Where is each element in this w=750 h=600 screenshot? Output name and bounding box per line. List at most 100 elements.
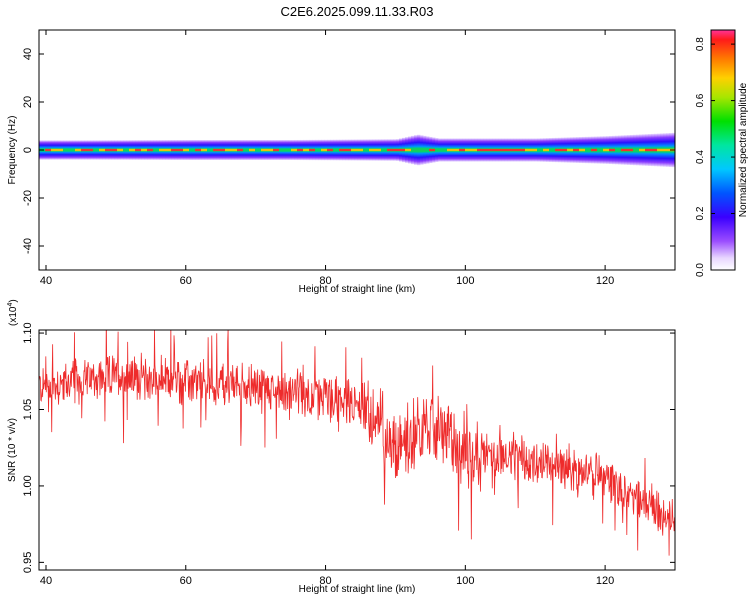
heatmap-ridge-cell	[105, 148, 111, 152]
heatmap-ridge-cell	[117, 148, 123, 152]
snr-y-multiplier-exp: 4	[7, 303, 14, 307]
heatmap-ridge-cell	[525, 148, 531, 152]
heatmap-ridge-cell	[399, 148, 405, 152]
heatmap-ridge-cell	[627, 148, 633, 152]
heatmap-ridge-cell	[165, 148, 171, 152]
heatmap-ridge-cell	[591, 148, 597, 152]
heatmap-ridge-cell	[135, 148, 141, 152]
snr-y-axis-label: SNR (10 * v/v)	[7, 418, 18, 482]
heatmap-ridge-cell	[435, 148, 441, 152]
heatmap-ridge-cell	[87, 148, 93, 152]
heatmap-ridge-cell	[393, 148, 399, 152]
x-tick-label: 80	[319, 575, 331, 587]
spectrogram-y-ticks: -40 -20 0 20 40	[22, 48, 675, 254]
colorbar-label: Normalized spectral amplitude	[738, 82, 749, 217]
heatmap-ridge-cell	[459, 148, 465, 152]
spectrogram-y-axis-label: Frequency (Hz)	[7, 116, 18, 185]
snr-y-multiplier-base: (x10	[8, 306, 19, 326]
snr-y-multiplier: (x104)	[7, 299, 19, 326]
heatmap-ridge-cell	[573, 148, 579, 152]
heatmap-ridge-cell	[429, 148, 435, 152]
x-tick-label: 100	[456, 575, 474, 587]
colorbar-tick-label: 0.2	[695, 206, 706, 220]
heatmap-ridge-cell	[597, 148, 603, 152]
x-tick-label: 60	[180, 275, 192, 287]
spectrogram-x-ticks: 40 60 80 100 120	[40, 30, 614, 287]
x-tick-label: 40	[40, 275, 52, 287]
x-tick-label: 100	[456, 275, 474, 287]
spectrogram-panel: 40 60 80 100 120 -40 -20 0 20 40 Height of strai…	[7, 29, 676, 295]
y-tick-label: -20	[22, 190, 34, 206]
heatmap-ridge-cell	[111, 148, 117, 152]
heatmap-ridge-cell	[609, 148, 615, 152]
y-tick-label: 20	[22, 96, 34, 108]
heatmap-ridge-cell	[333, 148, 339, 152]
y-tick-label: 40	[22, 48, 34, 60]
heatmap-ridge-cell	[579, 148, 585, 152]
heatmap-ridge-cell	[615, 148, 621, 152]
heatmap-ridge-cell	[321, 148, 327, 152]
heatmap-ridge-cell	[621, 148, 627, 152]
heatmap-ridge-cell	[309, 148, 315, 152]
heatmap-ridge-cell	[63, 148, 69, 152]
heatmap-ridge-cell	[453, 148, 459, 152]
heatmap-ridge-cell	[123, 148, 129, 152]
y-tick-label: -40	[22, 238, 34, 254]
heatmap-ridge-cell	[537, 148, 543, 152]
heatmap-ridge-cell	[195, 148, 201, 152]
heatmap-ridge-cell	[483, 148, 489, 152]
heatmap-ridge-cell	[663, 148, 669, 152]
heatmap-ridge-cell	[261, 148, 267, 152]
heatmap-ridge-cell	[75, 148, 81, 152]
heatmap-ridge-cell	[417, 148, 423, 152]
heatmap-ridge-cell	[501, 148, 507, 152]
heatmap-ridge-cell	[255, 148, 261, 152]
heatmap-ridge-cell	[57, 148, 63, 152]
heatmap-ridge-cell	[243, 148, 249, 152]
heatmap-ridge-cell	[51, 148, 57, 152]
spectrogram-heatmap	[39, 132, 675, 168]
x-tick-label: 120	[596, 275, 614, 287]
heatmap-ridge-cell	[471, 148, 477, 152]
heatmap-ridge-cell	[201, 148, 207, 152]
y-tick-label: 0	[22, 147, 34, 153]
snr-y-ticks: 0.95 1.00 1.05 1.10	[22, 322, 675, 573]
heatmap-ridge-cell	[519, 148, 525, 152]
colorbar-tick-label: 0.4	[695, 150, 706, 164]
heatmap-ridge-cell	[279, 148, 285, 152]
heatmap-ridge-cell	[207, 148, 213, 152]
colorbar-ticks: 0.0 0.2 0.4 0.6 0.8	[695, 37, 735, 277]
heatmap-ridge-cell	[423, 148, 429, 152]
heatmap-ridge-cell	[339, 148, 345, 152]
snr-frame	[38, 329, 676, 571]
x-tick-label: 80	[319, 275, 331, 287]
heatmap-ridge-cell	[129, 148, 135, 152]
y-tick-label: 1.10	[22, 322, 34, 343]
heatmap-ridge-cell	[147, 148, 153, 152]
heatmap-ridge-cell	[363, 148, 369, 152]
x-tick-label: 60	[180, 575, 192, 587]
x-tick-label: 40	[40, 575, 52, 587]
heatmap-ridge-cell	[159, 148, 165, 152]
heatmap-ridge-cell	[387, 148, 393, 152]
colorbar-gradient	[710, 29, 736, 271]
heatmap-ridge-cell	[651, 148, 657, 152]
heatmap-ridge-cell	[45, 148, 51, 152]
heatmap-ridge-cell	[603, 148, 609, 152]
heatmap-ridge-cell	[189, 148, 195, 152]
heatmap-ridge-cell	[285, 148, 291, 152]
heatmap-ridge-cell	[405, 148, 411, 152]
heatmap-ridge-cell	[69, 148, 75, 152]
colorbar-tick-label: 0.0	[695, 263, 706, 277]
heatmap-ridge-cell	[177, 148, 183, 152]
snr-x-axis-label: Height of straight line (km)	[299, 584, 416, 595]
heatmap-ridge-cell	[633, 148, 639, 152]
heatmap-ridge-cell	[585, 148, 591, 152]
svg-text:(x104): (x104)	[7, 299, 19, 326]
heatmap-ridge-cell	[273, 148, 279, 152]
heatmap-ridge-cell	[183, 148, 189, 152]
heatmap-ridge-cell	[447, 148, 453, 152]
heatmap-ridge-cell	[219, 148, 225, 152]
snr-x-ticks: 40 60 80 100 120	[40, 330, 614, 587]
